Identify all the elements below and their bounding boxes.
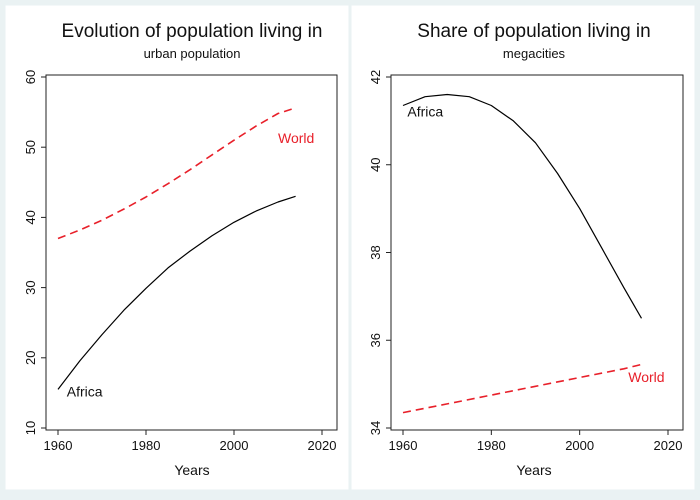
right-y-tick-label: 42 <box>368 70 383 84</box>
right-x-tick-label: 2020 <box>654 438 683 453</box>
left-x-tick-label: 1960 <box>44 438 73 453</box>
left-x-axis-label: Years <box>174 462 209 478</box>
right-y-tick-label: 40 <box>368 158 383 172</box>
left-y-tick-label: 50 <box>23 140 38 154</box>
left-annotation-africa: Africa <box>67 383 103 399</box>
left-series-africa-line <box>57 195 296 390</box>
left-y-tick-label: 20 <box>23 351 38 365</box>
left-series-world-line <box>57 107 296 240</box>
left-y-tick-label: 60 <box>23 70 38 84</box>
right-x-tick-label: 1980 <box>477 438 506 453</box>
right-plot-area <box>390 74 684 431</box>
right-series-world-line <box>402 363 642 414</box>
left-plot-area <box>45 74 338 431</box>
right-y-tick-label: 38 <box>368 245 383 259</box>
left-chart-subtitle: urban population <box>144 46 241 61</box>
left-annotation-world: World <box>278 130 314 146</box>
left-y-tick-label: 30 <box>23 280 38 294</box>
right-annotation-world: World <box>628 369 664 385</box>
right-panel: Share of population living in megacities… <box>351 5 695 490</box>
left-panel: Evolution of population living in urban … <box>5 5 349 490</box>
left-y-tick-label: 40 <box>23 210 38 224</box>
left-chart-title: Evolution of population living in <box>62 21 323 42</box>
left-x-tick-label: 1980 <box>132 438 161 453</box>
right-chart-title: Share of population living in <box>417 21 650 42</box>
right-x-tick-label: 2000 <box>565 438 594 453</box>
left-x-tick-label: 2000 <box>220 438 249 453</box>
right-y-tick-label: 34 <box>368 421 383 435</box>
right-x-axis-label: Years <box>516 462 551 478</box>
right-y-tick-label: 36 <box>368 333 383 347</box>
right-chart-subtitle: megacities <box>503 46 566 61</box>
left-y-tick-label: 10 <box>23 421 38 435</box>
right-x-tick-label: 1960 <box>389 438 418 453</box>
right-annotation-africa: Africa <box>407 103 443 119</box>
right-series-africa-line <box>402 93 643 319</box>
left-x-tick-label: 2020 <box>308 438 337 453</box>
